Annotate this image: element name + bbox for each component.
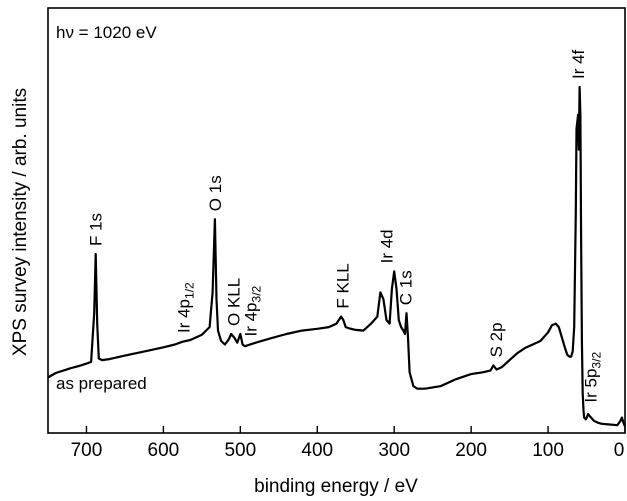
plot-frame [47, 7, 626, 434]
peak-label: Ir 4p3/2 [241, 285, 263, 336]
photon-energy-annotation: hν = 1020 eV [56, 23, 157, 42]
x-tick-label: 0 [614, 440, 625, 461]
x-tick-label: 200 [455, 440, 487, 461]
x-tick-label: 400 [301, 440, 333, 461]
peak-label: S 2p [487, 322, 506, 357]
spectrum-line [47, 85, 627, 427]
y-axis-title: XPS survey intensity / arb. units [10, 88, 31, 356]
peak-label: Ir 4d [378, 229, 397, 263]
peak-label: Ir 5p3/2 [581, 352, 603, 403]
x-tick-label: 600 [148, 440, 180, 461]
peak-label: O KLL [224, 278, 243, 326]
x-tick-label: 700 [71, 440, 103, 461]
peak-label: O 1s [206, 175, 225, 211]
peak-label: Ir 4p1/2 [174, 282, 196, 333]
peak-label: Ir 4f [569, 49, 588, 79]
x-tick-label: 300 [378, 440, 410, 461]
x-axis-ticks: 700 600 500 400 300 200 100 0 [71, 426, 626, 461]
peak-label: F 1s [87, 213, 106, 246]
peak-label: F KLL [334, 263, 353, 308]
spectrum-label: as prepared [56, 374, 147, 393]
x-axis-title: binding energy / eV [254, 476, 418, 497]
x-tick-label: 500 [224, 440, 256, 461]
spectrum-series [47, 85, 627, 427]
peak-label: C 1s [397, 270, 416, 305]
x-tick-label: 100 [532, 440, 564, 461]
